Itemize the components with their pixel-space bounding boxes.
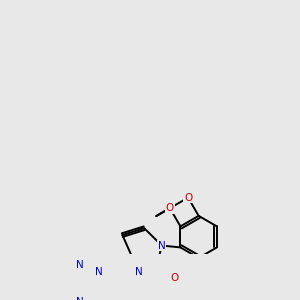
Text: O: O bbox=[171, 273, 179, 283]
Text: N: N bbox=[135, 267, 142, 277]
Text: N: N bbox=[76, 297, 83, 300]
Text: N: N bbox=[76, 260, 83, 270]
Text: N: N bbox=[158, 241, 166, 250]
Text: N: N bbox=[95, 267, 103, 277]
Text: O: O bbox=[184, 193, 192, 202]
Text: O: O bbox=[166, 203, 174, 213]
